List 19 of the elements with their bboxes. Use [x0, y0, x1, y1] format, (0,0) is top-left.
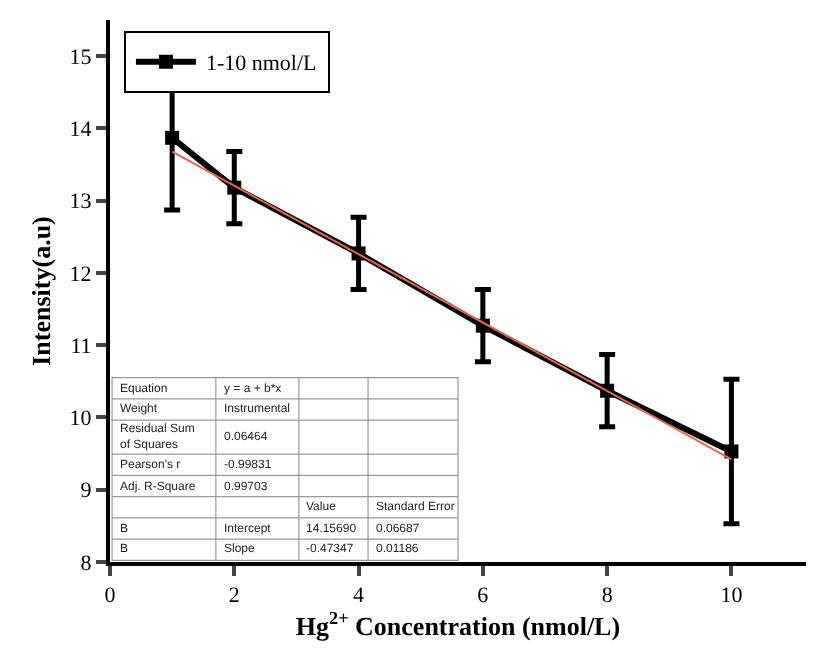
x-axis-title: Hg$^{2+}$ Concentration (nmol/L) — [295, 608, 621, 642]
x-tick-label: 0 — [104, 584, 117, 609]
point — [724, 444, 739, 459]
y-tick-label: 13 — [69, 190, 93, 215]
y-axis-title: Intensity(a.u) — [26, 216, 57, 366]
y-tick-label: 9 — [80, 479, 93, 504]
y-tick-label: 14 — [69, 118, 93, 143]
y-tick-label: 15 — [69, 45, 93, 70]
x-tick-label: 2 — [228, 584, 240, 609]
x-tick-label: 8 — [601, 584, 614, 609]
point — [165, 130, 180, 145]
x-tick-label: 6 — [477, 584, 490, 609]
x-tick-label: 10 — [720, 584, 744, 609]
y-tick-label: 11 — [70, 334, 92, 359]
y-tick-label: 12 — [69, 262, 92, 287]
x-tick-label: 4 — [353, 584, 366, 609]
legend-label: 1-10 nmol/L — [205, 52, 318, 77]
y-tick-label: 10 — [69, 407, 93, 432]
y-tick-label: 8 — [80, 551, 93, 576]
